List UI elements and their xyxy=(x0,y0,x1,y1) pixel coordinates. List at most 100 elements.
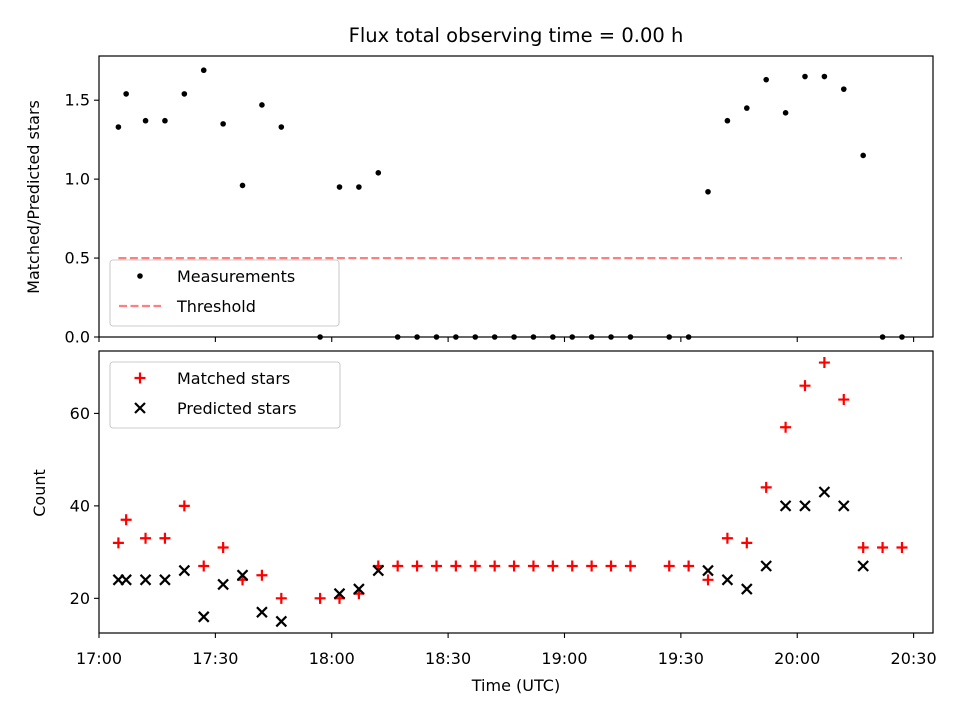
top-series-0-point-7 xyxy=(239,182,246,189)
top-series-0-point-5 xyxy=(200,67,207,74)
bottom-series-0-point-16 xyxy=(430,560,442,572)
bottom-series-0-point-38 xyxy=(877,541,889,553)
x-tick-label: 17:00 xyxy=(76,649,122,668)
bottom-series-1-point-10 xyxy=(333,587,346,600)
bottom-series-1-point-6 xyxy=(217,578,229,591)
bottom-series-0-point-29 xyxy=(702,574,714,586)
bottom-series-0-point-19 xyxy=(489,560,501,572)
bottom-series-1-point-17 xyxy=(779,500,792,512)
bottom-axes-frame xyxy=(98,350,934,634)
bottom-series-1-point-8 xyxy=(256,606,268,618)
x-axis-label: Time (UTC) xyxy=(471,676,560,695)
top-y-tick-label: 0.0 xyxy=(65,328,90,347)
top-y-tick-label: 0.5 xyxy=(65,249,90,268)
top-y-tick-label: 1.5 xyxy=(65,91,90,110)
bottom-series-1-point-5 xyxy=(197,611,210,623)
x-tick-label: 20:00 xyxy=(774,649,820,668)
top-series-0-point-37 xyxy=(860,152,866,159)
bottom-series-1-point-15 xyxy=(741,583,753,595)
bottom-series-0-point-2 xyxy=(140,532,152,544)
bottom-series-1-point-11 xyxy=(353,583,365,595)
top-plot-area: 0.0 0.5 1.0 1.5 Measurements Threshold xyxy=(65,55,934,347)
top-series-0-point-35 xyxy=(821,73,828,80)
bottom-series-1-point-3 xyxy=(159,574,171,586)
bottom-series-0-point-23 xyxy=(566,560,578,572)
top-legend-label: Measurements xyxy=(177,267,295,286)
bottom-legend-label: Predicted stars xyxy=(177,399,297,418)
bottom-legend-label: Matched stars xyxy=(177,369,290,388)
bottom-y-axis-label: Count xyxy=(30,469,49,517)
top-series-0-point-1 xyxy=(123,91,129,97)
bottom-series-0-point-3 xyxy=(159,532,171,544)
bottom-series-1-point-21 xyxy=(857,560,869,572)
bottom-series-1-point-2 xyxy=(139,574,152,586)
bottom-series-0-point-15 xyxy=(411,560,423,572)
bottom-series-0-point-26 xyxy=(624,560,636,572)
top-series-0-point-30 xyxy=(724,117,731,124)
top-series-0-point-9 xyxy=(278,124,285,130)
bottom-legend-box xyxy=(109,361,341,429)
bottom-legend-marker-swatch xyxy=(134,402,146,414)
x-tick-label: 18:30 xyxy=(425,649,471,668)
bottom-series-0-point-39 xyxy=(896,541,908,553)
bottom-series-0-point-9 xyxy=(275,592,287,604)
top-series-0-point-29 xyxy=(705,188,711,195)
x-tick-label: 17:30 xyxy=(192,649,238,668)
x-tick-label: 19:30 xyxy=(658,649,704,668)
bottom-series-0-point-21 xyxy=(527,560,539,572)
bottom-series-0-point-35 xyxy=(818,357,830,369)
bottom-series-0-point-33 xyxy=(780,421,792,433)
bottom-series-1-point-18 xyxy=(799,500,811,512)
bottom-series-1-point-14 xyxy=(721,574,734,586)
top-series-0-point-2 xyxy=(142,117,149,124)
bottom-series-0-point-24 xyxy=(586,560,598,572)
top-series-0-point-32 xyxy=(763,76,769,83)
top-axes-frame xyxy=(98,55,934,338)
bottom-series-0-point-37 xyxy=(857,541,869,553)
bottom-series-1-point-4 xyxy=(178,564,191,577)
bottom-series-0-point-34 xyxy=(799,380,811,392)
bottom-series-0-point-1 xyxy=(120,514,132,526)
top-series-0-point-8 xyxy=(259,102,265,108)
chart-title: Flux total observing time = 0.00 h xyxy=(349,24,684,47)
bottom-series-1-point-1 xyxy=(120,574,132,586)
bottom-series-0-point-18 xyxy=(469,560,481,572)
bottom-series-0-point-5 xyxy=(198,560,210,572)
bottom-series-0-point-10 xyxy=(314,592,326,604)
top-series-0-point-13 xyxy=(375,170,382,176)
bottom-series-0-point-20 xyxy=(508,560,520,572)
bottom-series-0-point-8 xyxy=(256,569,268,581)
bottom-series-0-point-4 xyxy=(178,500,190,512)
bottom-series-0-point-0 xyxy=(112,537,124,549)
top-legend-box xyxy=(109,259,340,327)
bottom-series-0-point-31 xyxy=(741,537,753,549)
bottom-plot-area: 20 40 60 17:00 17:30 18:00 18:30 19:00 19:30 20:0… xyxy=(70,350,937,668)
top-series-0-point-31 xyxy=(744,105,750,111)
bottom-series-1-point-7 xyxy=(236,569,249,581)
top-series-0-point-3 xyxy=(162,117,168,124)
bottom-y-tick-label: 20 xyxy=(70,589,90,608)
bottom-series-1-point-20 xyxy=(838,500,850,512)
top-series-0-point-0 xyxy=(115,124,122,130)
top-legend-marker-swatch xyxy=(137,273,143,279)
bottom-series-0-point-36 xyxy=(838,394,850,406)
bottom-series-1-point-16 xyxy=(760,560,772,572)
top-series-0-point-6 xyxy=(220,121,226,127)
top-series-0-point-33 xyxy=(782,110,789,116)
bottom-y-tick-label: 60 xyxy=(70,404,90,423)
bottom-series-0-point-22 xyxy=(547,560,559,572)
bottom-y-tick-label: 40 xyxy=(70,496,90,515)
top-series-0-point-11 xyxy=(336,184,343,190)
top-series-0-point-4 xyxy=(181,91,188,97)
top-series-0-point-12 xyxy=(356,184,362,190)
bottom-series-1-point-19 xyxy=(818,486,831,498)
bottom-series-1-point-12 xyxy=(372,564,385,577)
x-tick-label: 19:00 xyxy=(541,649,587,668)
x-tick-label: 20:30 xyxy=(891,649,937,668)
top-legend-label: Threshold xyxy=(176,297,256,316)
bottom-series-0-point-17 xyxy=(450,560,462,572)
bottom-series-0-point-14 xyxy=(392,560,404,572)
bottom-series-1-point-9 xyxy=(275,615,288,628)
